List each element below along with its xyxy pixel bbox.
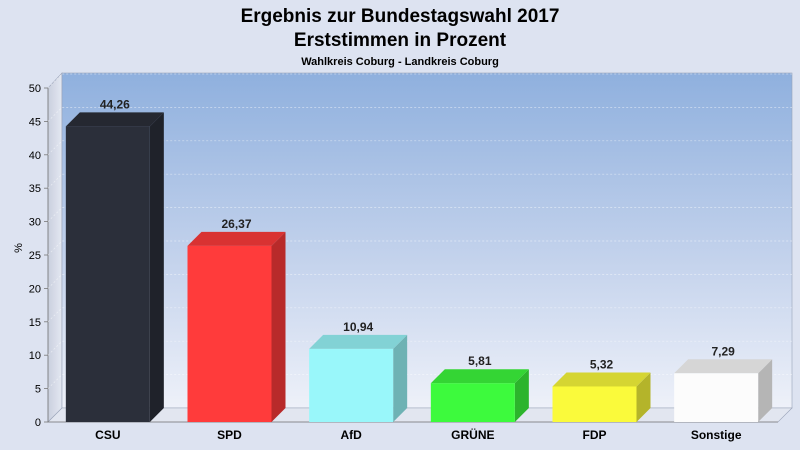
y-tick-label: 30 — [29, 217, 41, 229]
bar-grüne: 5,81 — [430, 354, 529, 422]
y-tick-label: 5 — [35, 384, 41, 396]
category-label: Sonstige — [691, 428, 742, 442]
bar-side — [514, 369, 529, 422]
bar-top — [309, 334, 408, 349]
bar-front — [674, 373, 759, 422]
bar-csu: 44,26 — [65, 97, 164, 422]
bars: 44,26 26,37 10,94 5,81 5,32 7,29 — [65, 97, 773, 422]
bar-afd: 10,94 — [309, 320, 408, 422]
category-label: GRÜNE — [451, 427, 494, 442]
chart-subtitle: Erststimmen in Prozent — [294, 30, 507, 51]
bar-top — [674, 359, 773, 374]
y-tick-label: 40 — [29, 150, 41, 162]
bar-front — [65, 126, 150, 422]
bar-side — [393, 334, 408, 422]
category-labels: CSU SPD AfD GRÜNE FDP Sonstige — [95, 427, 742, 442]
y-tick-label: 25 — [29, 250, 41, 262]
bar-front — [430, 383, 515, 422]
bar-side — [271, 231, 286, 422]
y-tick-label: 35 — [29, 183, 41, 195]
y-tick-label: 45 — [29, 116, 41, 128]
bar-side — [636, 372, 651, 422]
y-tick-label: 20 — [29, 283, 41, 295]
y-tick-label: 10 — [29, 350, 41, 362]
category-label: FDP — [583, 428, 607, 442]
value-label: 5,81 — [468, 354, 492, 368]
category-label: AfD — [341, 428, 363, 442]
bar-top — [187, 231, 286, 246]
value-label: 10,94 — [343, 320, 373, 334]
bar-side — [149, 112, 164, 422]
bar-top — [430, 369, 529, 384]
y-tick-label: 0 — [35, 417, 41, 429]
y-axis-label: % — [13, 243, 25, 253]
y-tick-label: 50 — [29, 83, 41, 95]
value-label: 7,29 — [711, 344, 735, 358]
bar-top — [552, 372, 651, 387]
bar-front — [309, 348, 394, 422]
category-label: CSU — [95, 428, 120, 442]
category-label: SPD — [217, 428, 242, 442]
bar-sonstige: 7,29 — [674, 344, 773, 422]
chart-subtitle-region: Wahlkreis Coburg - Landkreis Coburg — [301, 56, 499, 68]
y-axis-ticks: 0 5 10 15 20 25 30 35 40 45 50 — [29, 83, 48, 429]
value-label: 26,37 — [221, 217, 251, 231]
value-label: 5,32 — [590, 357, 614, 371]
y-tick-label: 15 — [29, 317, 41, 329]
bar-fdp: 5,32 — [552, 357, 651, 422]
plot-left-wall — [47, 72, 63, 423]
chart-title: Ergebnis zur Bundestagswahl 2017 — [241, 6, 560, 27]
bar-spd: 26,37 — [187, 217, 286, 422]
bar-side — [758, 359, 773, 422]
bar-front — [552, 386, 637, 422]
bar-top — [65, 112, 164, 127]
bar-front — [187, 245, 272, 422]
value-label: 44,26 — [100, 97, 130, 111]
plot-back-wall — [61, 72, 793, 409]
